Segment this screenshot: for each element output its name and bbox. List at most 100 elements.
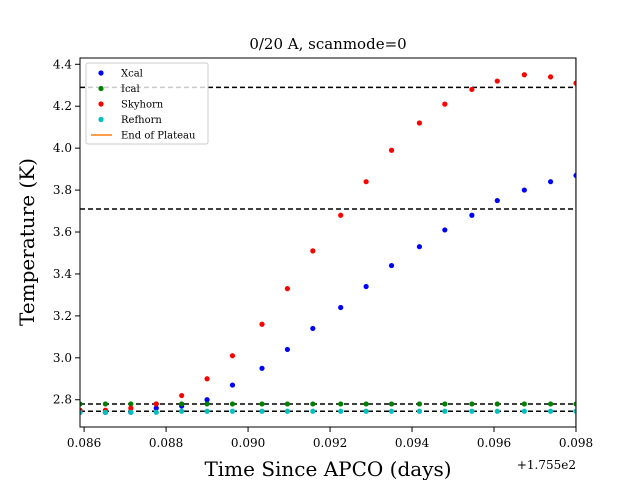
refhorn-point-13 [416, 408, 423, 414]
xcal-point-7 [259, 365, 265, 371]
refhorn-point-14 [442, 408, 448, 414]
skyhorn-point-4 [179, 392, 185, 399]
refhorn-point-3 [153, 409, 159, 415]
legend-marker-skyhorn [98, 101, 104, 107]
xcal-point-3 [153, 405, 159, 411]
plot-area [79, 57, 577, 428]
skyhorn-point-15 [469, 86, 475, 93]
skyhorn-point-19 [573, 80, 576, 86]
legend: Xcal Ical Skyhorn Refhorn End of Plateau [85, 62, 209, 145]
skyhorn-point-17 [521, 72, 527, 78]
chart-title: 0/20 A, scanmode=0 [249, 35, 406, 53]
ical-point-13 [416, 401, 423, 407]
refhorn-point-2 [128, 409, 134, 415]
y-tick-label-7: 4.2 [53, 99, 72, 113]
skyhorn-point-5 [204, 376, 210, 382]
y-axis-title: Temperature (K) [15, 158, 39, 326]
refhorn-point-11 [363, 408, 369, 414]
skyhorn-point-3 [153, 401, 159, 407]
legend-label-skyhorn: Skyhorn [121, 100, 164, 111]
skyhorn-point-11 [363, 179, 369, 185]
y-tick-label-8: 4.4 [53, 57, 72, 71]
refhorn-point-9 [310, 408, 316, 414]
legend-label-refhorn: Refhorn [121, 115, 162, 126]
xcal-point-17 [521, 187, 527, 193]
xcal-point-8 [284, 346, 291, 353]
refhorn-point-18 [547, 408, 554, 414]
skyhorn-point-8 [284, 286, 291, 292]
ical-point-18 [547, 401, 554, 407]
refhorn-point-0 [80, 409, 83, 415]
y-tick-label-4: 3.6 [53, 225, 72, 239]
ical-point-0 [80, 401, 83, 407]
y-tick-label-6: 4.0 [53, 141, 72, 155]
xcal-point-13 [416, 244, 423, 250]
refhorn-point-15 [469, 408, 475, 414]
ical-point-7 [259, 401, 265, 407]
legend-marker-ical [98, 85, 104, 92]
legend-label-xcal: Xcal [121, 69, 143, 80]
ical-point-6 [229, 401, 236, 407]
x-tick-label-0: 0.086 [67, 436, 101, 450]
x-axis-ticks: 0.086 0.088 0.090 0.092 0.094 0.096 0.098 [67, 427, 593, 450]
ical-point-14 [442, 401, 448, 407]
legend-marker-xcal [98, 70, 104, 76]
xcal-point-14 [442, 227, 448, 233]
xcal-point-18 [547, 179, 554, 185]
ical-point-17 [521, 401, 527, 407]
refhorn-point-17 [521, 408, 527, 414]
y-tick-label-5: 3.8 [53, 183, 72, 197]
skyhorn-point-10 [338, 212, 344, 218]
skyhorn-point-2 [128, 405, 134, 411]
refhorn-point-5 [204, 408, 210, 414]
xcal-point-15 [469, 212, 475, 218]
xcal-point-10 [338, 304, 344, 311]
xcal-point-16 [494, 197, 500, 204]
x-tick-label-1: 0.088 [149, 436, 183, 450]
ical-point-16 [494, 401, 500, 407]
refhorn-point-12 [388, 408, 395, 414]
legend-label-end-of-plateau: End of Plateau [121, 131, 196, 142]
ical-point-1 [102, 401, 109, 407]
ical-point-10 [338, 401, 344, 407]
x-axis-offset-label: +1.755e2 [517, 458, 576, 472]
skyhorn-point-18 [547, 74, 554, 80]
y-tick-label-2: 3.2 [53, 309, 72, 323]
skyhorn-point-13 [416, 120, 423, 126]
ical-point-2 [128, 401, 134, 407]
data-points [80, 72, 576, 415]
y-tick-label-3: 3.4 [53, 267, 72, 281]
refhorn-point-10 [338, 408, 344, 414]
xcal-point-9 [310, 325, 316, 332]
xcal-point-6 [229, 382, 236, 388]
x-tick-label-5: 0.096 [477, 436, 511, 450]
skyhorn-point-6 [229, 353, 236, 359]
refhorn-point-7 [259, 408, 265, 414]
y-tick-label-0: 2.8 [53, 393, 72, 407]
x-tick-label-6: 0.098 [559, 436, 593, 450]
legend-marker-refhorn [98, 116, 104, 123]
skyhorn-point-16 [494, 78, 500, 84]
xcal-point-12 [388, 262, 395, 269]
y-axis-ticks: 2.8 3.0 3.2 3.4 3.6 3.8 4.0 4.2 4.4 [53, 57, 80, 407]
skyhorn-point-14 [442, 101, 448, 107]
ical-point-15 [469, 401, 475, 407]
ical-point-12 [388, 401, 395, 407]
refhorn-point-4 [179, 408, 185, 414]
skyhorn-point-9 [310, 248, 316, 254]
ical-point-4 [179, 401, 185, 407]
skyhorn-point-12 [388, 147, 395, 153]
refhorn-point-16 [494, 408, 500, 414]
skyhorn-point-7 [259, 321, 265, 327]
xcal-point-19 [573, 172, 576, 179]
x-axis-title: Time Since APCO (days) [204, 457, 451, 480]
x-tick-label-3: 0.092 [313, 436, 347, 450]
refhorn-point-6 [229, 408, 236, 414]
ical-point-5 [204, 401, 210, 407]
refhorn-point-8 [284, 408, 291, 414]
legend-box [85, 62, 209, 145]
refhorn-point-1 [102, 409, 109, 415]
y-tick-label-1: 3.0 [53, 351, 72, 365]
ical-point-19 [573, 401, 576, 407]
